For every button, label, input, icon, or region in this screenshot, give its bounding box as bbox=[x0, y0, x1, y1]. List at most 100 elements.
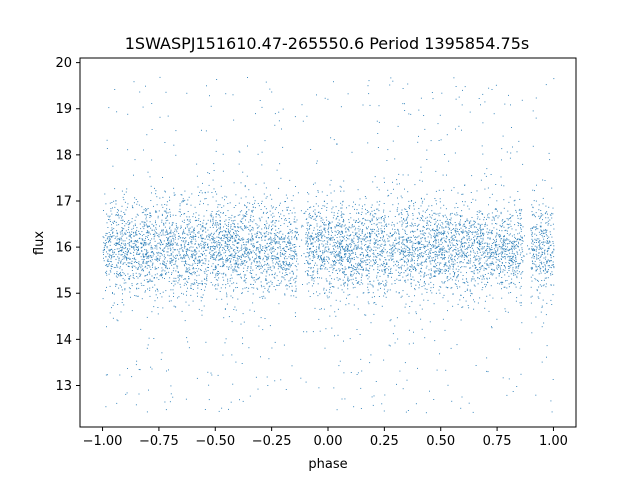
data-point bbox=[157, 313, 159, 315]
data-point bbox=[252, 277, 254, 279]
data-point bbox=[252, 215, 254, 217]
data-point bbox=[502, 225, 504, 227]
data-point bbox=[484, 283, 486, 285]
data-point bbox=[327, 251, 329, 253]
data-point bbox=[237, 234, 239, 236]
data-point bbox=[193, 236, 195, 238]
data-point bbox=[437, 262, 439, 264]
data-point bbox=[361, 260, 363, 262]
data-point bbox=[140, 228, 142, 230]
data-point bbox=[280, 177, 282, 179]
data-point bbox=[399, 252, 401, 254]
data-point bbox=[127, 221, 129, 223]
data-point bbox=[347, 278, 348, 280]
data-point bbox=[226, 228, 228, 229]
data-point bbox=[319, 330, 321, 332]
data-point bbox=[511, 241, 513, 243]
data-point bbox=[116, 224, 118, 226]
data-point bbox=[519, 287, 521, 289]
data-point bbox=[514, 257, 516, 259]
data-point bbox=[283, 237, 285, 239]
data-point bbox=[442, 234, 444, 236]
data-point bbox=[141, 269, 143, 271]
data-point bbox=[531, 238, 533, 240]
data-point bbox=[423, 274, 425, 276]
data-point bbox=[409, 306, 411, 307]
data-point bbox=[161, 230, 162, 232]
data-point bbox=[142, 255, 144, 257]
data-point bbox=[461, 266, 463, 268]
data-point bbox=[548, 265, 550, 267]
data-point bbox=[508, 292, 510, 294]
data-point bbox=[252, 229, 254, 231]
data-point bbox=[235, 287, 237, 289]
data-point bbox=[497, 264, 499, 265]
data-point bbox=[139, 223, 141, 225]
data-point bbox=[378, 269, 380, 271]
data-point bbox=[513, 200, 515, 202]
data-point bbox=[204, 409, 206, 410]
data-point bbox=[207, 229, 209, 231]
data-point bbox=[125, 230, 127, 232]
data-point bbox=[285, 201, 286, 202]
data-point bbox=[468, 245, 470, 247]
data-point bbox=[430, 274, 432, 276]
data-point bbox=[520, 294, 522, 296]
data-point bbox=[448, 260, 450, 262]
data-point bbox=[232, 256, 234, 258]
data-point bbox=[466, 289, 468, 291]
data-point bbox=[451, 235, 453, 237]
data-point bbox=[354, 229, 356, 231]
data-point bbox=[358, 265, 360, 267]
data-point bbox=[267, 288, 269, 290]
data-point bbox=[172, 255, 174, 257]
data-point bbox=[390, 248, 392, 249]
data-point bbox=[471, 233, 473, 235]
data-point bbox=[323, 287, 325, 289]
data-point bbox=[553, 284, 555, 286]
data-point bbox=[509, 196, 511, 198]
data-point bbox=[334, 227, 336, 229]
data-point bbox=[215, 267, 217, 269]
data-point bbox=[507, 219, 509, 221]
data-point bbox=[230, 274, 232, 276]
data-point bbox=[293, 258, 295, 260]
data-point bbox=[379, 265, 381, 267]
data-point bbox=[232, 222, 234, 224]
data-point bbox=[489, 249, 491, 251]
data-point bbox=[109, 249, 111, 250]
data-point bbox=[116, 248, 118, 250]
data-point bbox=[321, 277, 323, 279]
data-point bbox=[474, 280, 476, 282]
data-point bbox=[120, 219, 122, 221]
data-point bbox=[239, 399, 240, 401]
data-point bbox=[123, 304, 125, 306]
data-point bbox=[287, 264, 289, 265]
data-point bbox=[260, 356, 261, 358]
data-point bbox=[479, 251, 481, 253]
data-point bbox=[151, 275, 153, 277]
data-point bbox=[398, 267, 400, 269]
data-point bbox=[542, 247, 544, 249]
data-point bbox=[538, 242, 540, 243]
data-point bbox=[286, 210, 288, 211]
data-point bbox=[452, 271, 454, 273]
data-point bbox=[531, 242, 533, 244]
data-point bbox=[463, 256, 465, 258]
data-point bbox=[339, 254, 341, 256]
data-point bbox=[438, 140, 440, 141]
data-point bbox=[137, 296, 139, 297]
data-point bbox=[396, 278, 398, 280]
data-point bbox=[116, 211, 118, 213]
data-point bbox=[172, 232, 174, 234]
data-point bbox=[200, 244, 202, 246]
data-point bbox=[230, 401, 232, 403]
data-point bbox=[467, 259, 469, 261]
data-point bbox=[425, 261, 427, 263]
data-point bbox=[498, 215, 500, 217]
data-point bbox=[492, 255, 494, 257]
data-point bbox=[473, 284, 475, 286]
data-point bbox=[274, 208, 276, 210]
data-point bbox=[305, 237, 307, 239]
data-point bbox=[231, 220, 233, 222]
